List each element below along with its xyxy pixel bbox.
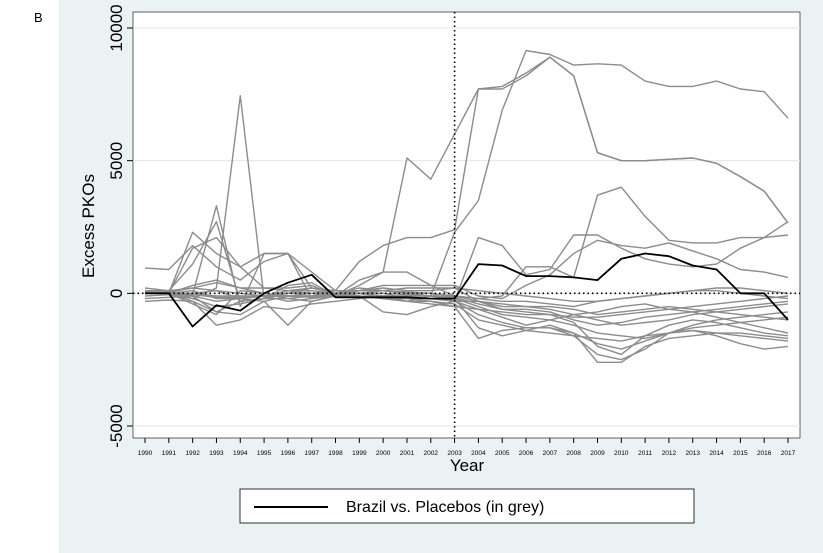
x-tick-label: 2015 [733,450,748,457]
y-tick-label: 10000 [107,4,126,51]
x-tick-label: 1990 [138,450,153,457]
x-tick-label: 1997 [304,450,319,457]
x-tick-label: 2008 [566,450,581,457]
x-axis-label: Year [450,456,485,475]
legend-label: Brazil vs. Placebos (in grey) [346,499,544,516]
x-tick-label: 1993 [209,450,224,457]
x-tick-label: 1992 [185,450,200,457]
treated-line [145,252,789,328]
x-tick-label: 2004 [471,450,486,457]
y-axis: -5000 0 5000 10000 [107,4,133,448]
placebo-line [145,290,789,342]
x-tick-label: 2011 [638,450,652,457]
y-axis-label: Excess PKOs [79,174,98,278]
x-tick-label: 1995 [257,450,272,457]
x-tick-label: 2014 [709,450,724,457]
x-tick-label: 1991 [162,450,177,457]
x-tick-label: 1998 [328,450,343,457]
x-tick-label: 1996 [281,450,296,457]
legend: Brazil vs. Placebos (in grey) [239,488,695,524]
x-tick-label: 2013 [686,450,701,457]
x-tick-label: 2003 [447,450,462,457]
x-tick-label: 2017 [781,450,796,457]
placebo-line [145,236,789,300]
x-tick-label: 2012 [662,450,677,457]
x-tick-label: 2010 [614,450,629,457]
placebo-series-group [144,49,789,363]
y-tick-label: 0 [107,289,126,298]
x-tick-label: 2016 [757,450,772,457]
x-tick-label: 2007 [543,450,558,457]
panel-label: B [34,10,43,25]
plot-area [132,11,801,439]
x-tick-label: 2000 [376,450,391,457]
placebo-line [145,292,789,363]
x-tick-label: 2009 [590,450,605,457]
placebo-line [145,282,789,326]
y-tick-label: 5000 [107,142,126,180]
x-tick-label: 2005 [495,450,510,457]
placebo-line [145,287,789,321]
x-tick-label: 2006 [519,450,534,457]
placebo-line [145,279,789,308]
x-tick-label: 1999 [352,450,367,457]
y-tick-label: -5000 [107,404,126,447]
x-tick-label: 1994 [233,450,248,457]
treated-series-group [145,252,789,328]
placebo-line [144,56,789,300]
reference-lines [133,12,800,438]
x-tick-label: 2002 [424,450,439,457]
placebo-line [144,49,789,302]
x-tick-label: 2001 [400,450,415,457]
x-axis: 1990 1991 1992 1993 1994 1995 1996 1997 1998 1999… [138,438,796,457]
